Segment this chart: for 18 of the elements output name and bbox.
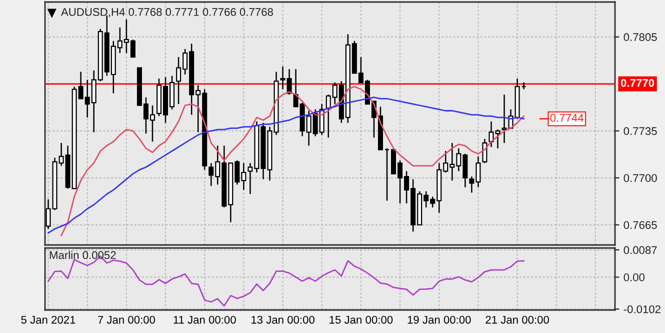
x-tick-label: 15 Jan 00:00	[330, 316, 393, 324]
chart-title: AUDUSD,H4 0.7768 0.7771 0.7766 0.7768	[60, 8, 273, 18]
y-tick-label: 0.7665	[624, 221, 657, 229]
ref-line-label: 0.7770	[620, 79, 654, 87]
y-tick-label: 0.00	[624, 273, 645, 282]
y-tick-label: 0.7805	[624, 33, 657, 42]
x-tick-label: 7 Jan 00:00	[98, 316, 156, 324]
y-tick-label: -0.0102	[624, 305, 660, 314]
x-tick-label: 21 Jan 00:00	[486, 316, 549, 324]
text: 0.7744	[550, 114, 584, 122]
chart-title: Marlin 0.0052	[50, 250, 116, 260]
y-tick-label: 0.7735	[624, 127, 657, 136]
x-tick-label: 19 Jan 00:00	[408, 316, 471, 324]
y-tick-label: 0.7700	[624, 174, 657, 182]
x-tick-label: 11 Jan 00:00	[174, 316, 236, 324]
x-tick-label: 5 Jan 2021	[21, 316, 76, 324]
y-tick-label: 0.0087	[624, 246, 657, 254]
x-tick-label: 13 Jan 00:00	[251, 316, 314, 324]
